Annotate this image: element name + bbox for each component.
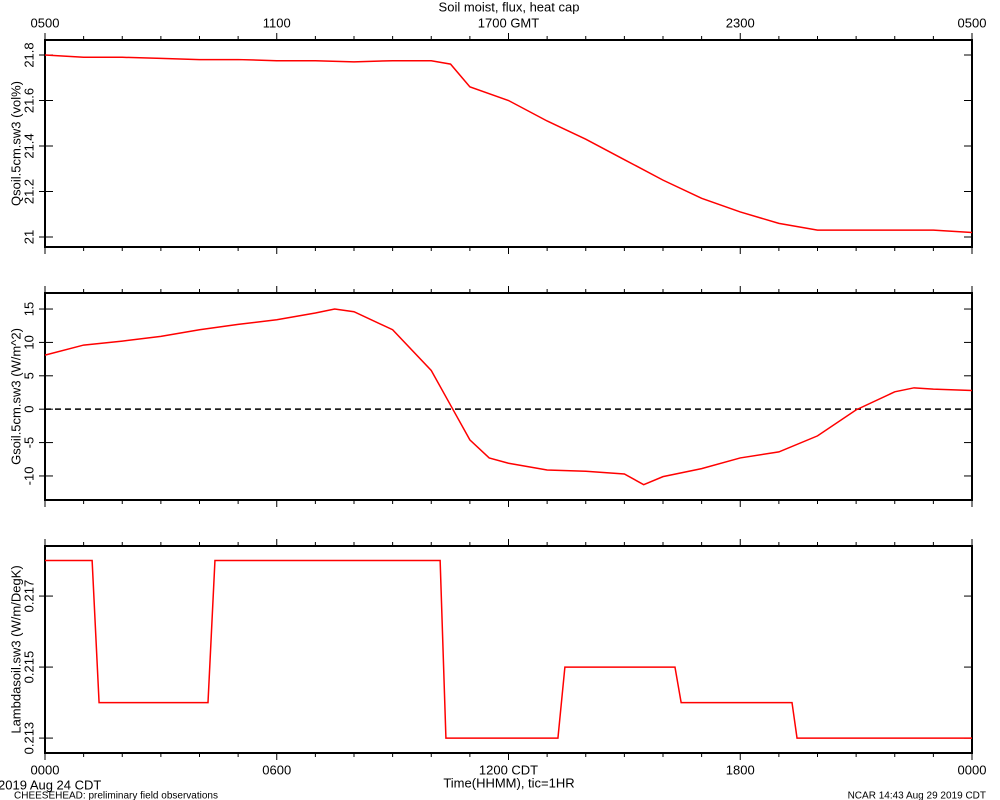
y-tick-label: -5 [21,437,36,449]
x-tick-label: 1800 [726,762,755,777]
top-tick-label: 2300 [726,15,755,30]
y-tick-label: 0.213 [21,722,36,755]
chart-title: Soil moist, flux, heat cap [439,0,580,14]
y-axis-label: Qsoil.5cm.sw3 (vol%) [8,81,23,206]
plot-frame [44,292,973,501]
x-axis-label: Time(HHMM), tic=1HR [443,775,574,790]
y-tick-label: 5 [21,372,36,379]
data-line [45,559,972,739]
data-line [44,54,973,234]
plot-frame [44,39,973,248]
x-tick-label: 0000 [958,762,987,777]
x-tick-label: 1200 CDT [479,762,538,777]
top-tick-label: 0500 [31,15,60,30]
y-tick-label: 15 [21,302,36,316]
y-tick-label: -10 [21,467,36,486]
top-tick-label: 1100 [263,15,291,30]
x-tick-label: 0000 [31,762,60,777]
footer-project: CHEESEHEAD: preliminary field observatio… [14,791,218,800]
data-line [44,308,973,486]
y-tick-label: 0.215 [21,651,36,684]
plot-frame [44,545,973,754]
y-axis-label: Lambdasoil.sw3 (W/m/DegK) [8,565,23,733]
footer-stamp: NCAR 14:43 Aug 29 2019 CDT [848,791,986,800]
footer-date: 2019 Aug 24 CDT [0,777,101,792]
y-tick-label: 21.2 [21,179,36,204]
y-tick-label: 21.8 [21,42,36,67]
x-tick-label: 0600 [262,762,291,777]
y-axis-label: Gsoil.5cm.sw3 (W/m^2) [8,328,23,465]
y-tick-label: 21.6 [21,88,36,113]
y-tick-label: 21.4 [21,133,36,158]
y-tick-label: 21 [21,230,36,244]
top-tick-label: 1700 GMT [478,15,539,30]
top-tick-label: 0500 [958,15,987,30]
y-tick-label: 10 [21,335,36,349]
y-tick-label: 0.217 [21,580,36,613]
y-tick-label: 0 [21,406,36,413]
